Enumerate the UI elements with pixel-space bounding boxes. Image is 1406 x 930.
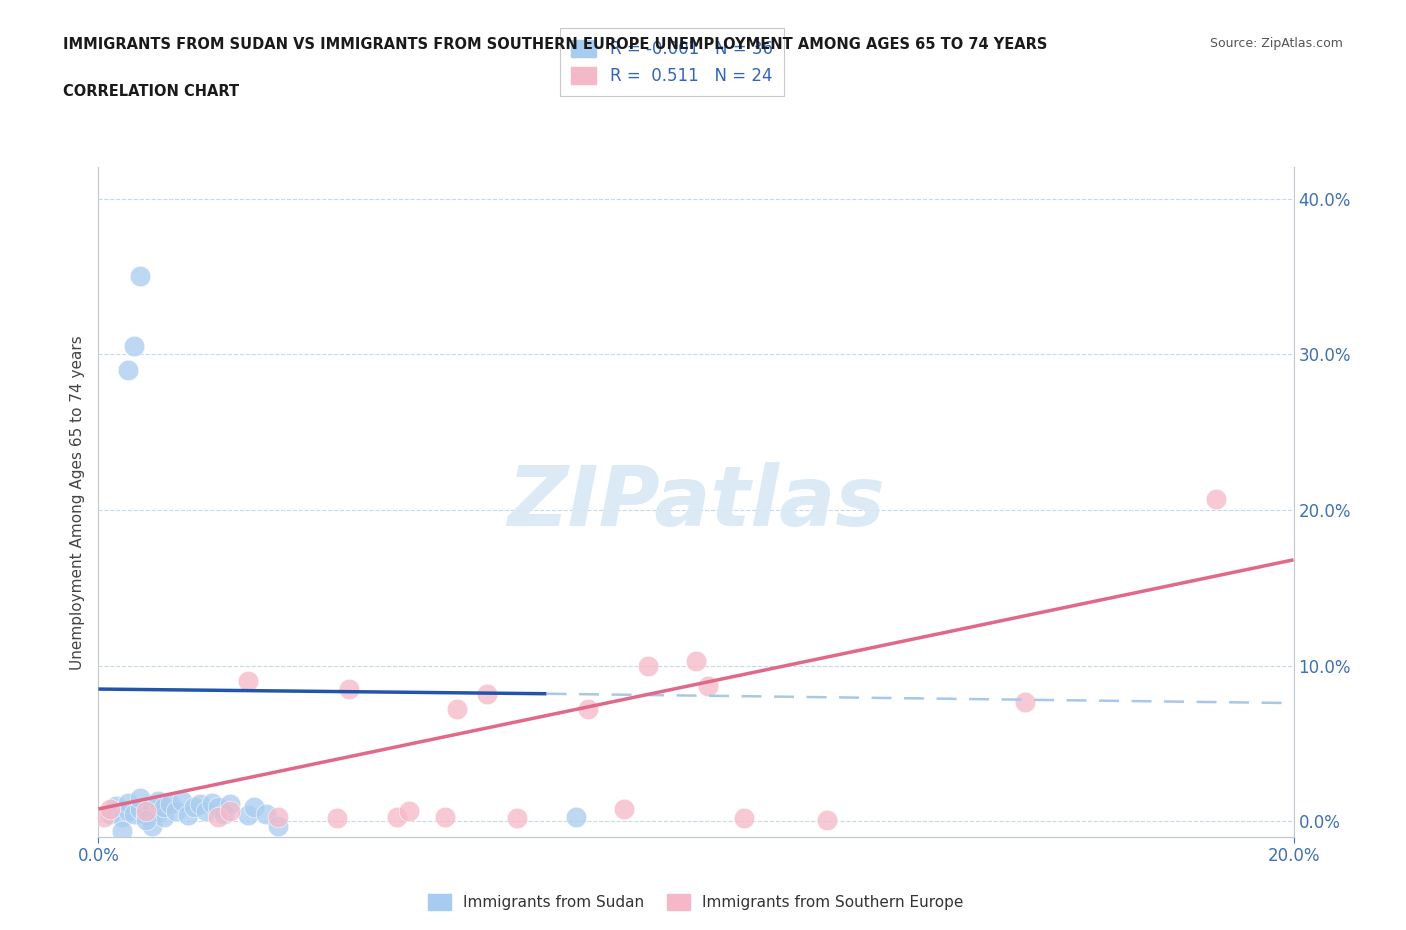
Point <box>685 654 707 669</box>
Point <box>207 800 229 815</box>
Point <box>195 804 218 818</box>
Point <box>254 806 277 821</box>
Point <box>267 809 290 824</box>
Point <box>207 809 229 824</box>
Point <box>236 674 259 689</box>
Point <box>385 809 409 824</box>
Point <box>148 804 170 819</box>
Text: ZIPatlas: ZIPatlas <box>508 461 884 543</box>
Point <box>124 339 146 354</box>
Point <box>637 658 659 673</box>
Point <box>129 269 152 284</box>
Point <box>135 813 157 828</box>
Point <box>141 818 163 833</box>
Point <box>124 806 146 821</box>
Point <box>326 811 349 826</box>
Point <box>339 682 360 697</box>
Point <box>613 802 636 817</box>
Point <box>201 795 224 810</box>
Point <box>1014 694 1036 709</box>
Point <box>117 804 139 818</box>
Text: IMMIGRANTS FROM SUDAN VS IMMIGRANTS FROM SOUTHERN EUROPE UNEMPLOYMENT AMONG AGES: IMMIGRANTS FROM SUDAN VS IMMIGRANTS FROM… <box>63 37 1047 52</box>
Point <box>159 797 181 812</box>
Point <box>183 800 205 815</box>
Point <box>212 806 235 821</box>
Point <box>1205 492 1227 507</box>
Point <box>578 702 600 717</box>
Point <box>117 795 139 810</box>
Point <box>733 811 755 826</box>
Point <box>117 363 139 378</box>
Point <box>141 799 163 814</box>
Point <box>398 804 420 818</box>
Point <box>153 800 176 815</box>
Point <box>111 809 134 824</box>
Point <box>267 818 290 833</box>
Point <box>100 806 122 821</box>
Point <box>475 686 498 701</box>
Point <box>434 809 457 824</box>
Point <box>446 702 468 717</box>
Legend: Immigrants from Sudan, Immigrants from Southern Europe: Immigrants from Sudan, Immigrants from S… <box>422 888 970 916</box>
Point <box>177 808 200 823</box>
Point <box>100 802 122 817</box>
Point <box>219 804 242 818</box>
Point <box>129 802 152 817</box>
Point <box>135 808 157 823</box>
Point <box>148 793 170 808</box>
Point <box>172 793 194 808</box>
Point <box>153 809 176 824</box>
Text: CORRELATION CHART: CORRELATION CHART <box>63 84 239 99</box>
Point <box>111 823 134 838</box>
Point <box>565 809 588 824</box>
Point <box>135 804 157 818</box>
Point <box>506 811 529 826</box>
Point <box>236 808 259 823</box>
Point <box>129 790 152 805</box>
Point <box>165 804 187 818</box>
Point <box>93 809 115 824</box>
Point <box>188 797 211 812</box>
Point <box>815 813 838 828</box>
Point <box>697 679 720 694</box>
Point <box>105 799 128 814</box>
Y-axis label: Unemployment Among Ages 65 to 74 years: Unemployment Among Ages 65 to 74 years <box>70 335 86 670</box>
Point <box>243 800 266 815</box>
Point <box>219 797 242 812</box>
Text: Source: ZipAtlas.com: Source: ZipAtlas.com <box>1209 37 1343 50</box>
